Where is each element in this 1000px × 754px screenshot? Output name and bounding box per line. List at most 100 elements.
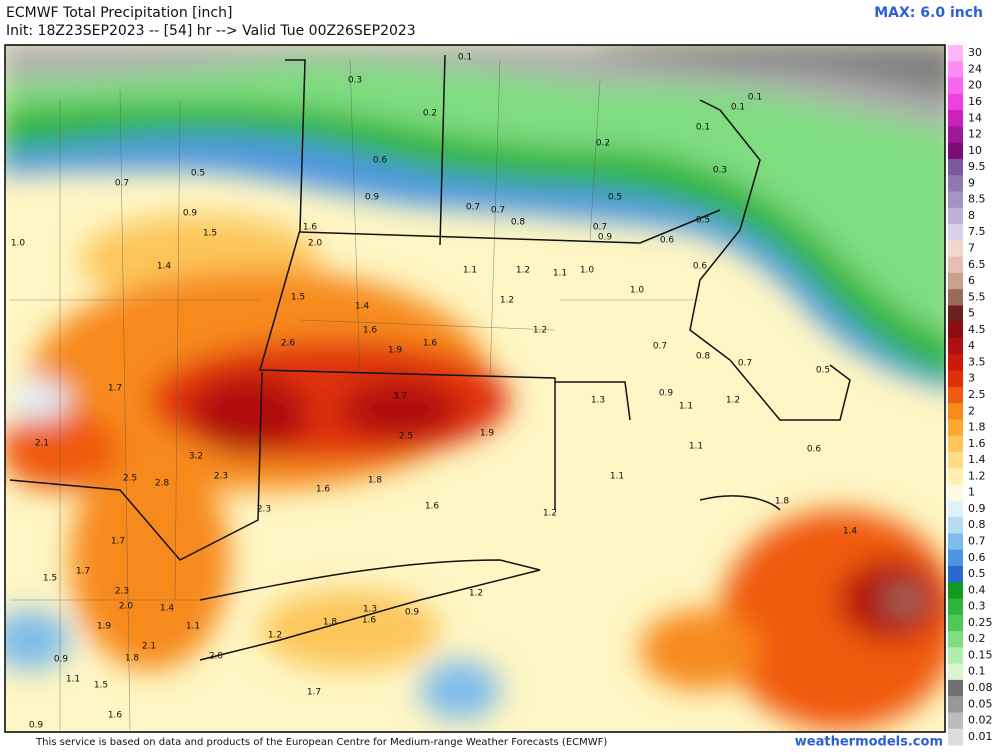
colorbar-label: 7.5 [968,225,986,238]
precip-label: 2.1 [35,439,49,449]
colorbar-label: 20 [968,79,982,92]
precip-label: 1.1 [186,622,200,632]
precip-label: 1.7 [307,688,321,698]
colorbar-swatch [948,207,963,225]
colorbar-swatch [948,110,963,127]
precip-label: 0.7 [593,223,607,233]
colorbar-label: 4 [968,339,975,352]
precip-label: 1.6 [362,616,377,626]
colorbar-label: 6.5 [968,258,986,271]
colorbar-label: 6 [968,274,975,287]
colorbar-swatch [948,712,963,730]
precip-label: 1.2 [268,631,282,641]
colorbar-label: 0.6 [968,551,986,564]
colorbar-swatch [948,631,963,648]
precip-label: 1.3 [363,605,377,615]
colorbar-label: 0.9 [968,502,986,515]
precip-label: 3.2 [189,452,203,462]
precip-label: 2.5 [123,474,137,484]
precip-label: 1.6 [423,339,438,349]
precip-label: 3.7 [393,392,407,402]
colorbar-label: 4.5 [968,323,986,336]
precip-label: 0.9 [405,608,420,618]
title: ECMWF Total Precipitation [inch] [6,5,232,21]
map-labels: 0.30.10.20.10.10.10.60.20.50.70.90.9 0.50… [11,53,858,731]
colorbar-label: 0.15 [968,648,993,661]
colorbar-label: 8 [968,209,975,222]
precip-label: 0.9 [54,655,69,665]
precip-label: 0.1 [731,103,745,113]
precip-label: 1.8 [775,497,790,507]
colorbar-label: 0.2 [968,632,986,645]
colorbar-swatch [948,435,963,453]
colorbar-label: 3.5 [968,355,986,368]
precip-label: 0.3 [713,166,727,176]
colorbar-swatch [948,533,963,551]
colorbar-swatch [948,517,963,534]
colorbar-swatch [948,272,963,290]
precip-label: 0.8 [696,352,711,362]
colorbar-label: 10 [968,144,982,157]
precip-label: 1.8 [323,618,338,628]
colorbar-swatch [948,403,963,420]
colorbar-label: 1.2 [968,469,986,482]
precip-label: 2.3 [115,587,129,597]
colorbar-swatch [948,240,963,258]
colorbar-swatch [948,468,963,486]
precip-label: 1.5 [291,293,305,303]
precip-label: 1.5 [203,229,217,239]
colorbar-swatch [948,679,963,697]
colorbar-label: 14 [968,111,982,124]
precip-label: 0.5 [191,169,205,179]
colorbar-swatch [948,663,963,681]
colorbar-label: 7 [968,241,975,254]
colorbar-swatch [948,338,963,355]
colorbar-label: 8.5 [968,193,986,206]
precip-label: 1.5 [94,681,108,691]
colorbar-label: 0.05 [968,697,993,710]
precip-label: 1.6 [363,326,378,336]
precip-label: 1.1 [553,269,567,279]
colorbar-label: 0.4 [968,583,986,596]
colorbar-label: 0.7 [968,535,986,548]
colorbar-label: 24 [968,62,982,75]
precip-label: 2.8 [155,479,170,489]
precip-field [5,45,945,730]
state-borders [9,54,851,661]
colorbar-swatch [948,484,963,502]
precip-label: 2.6 [281,339,296,349]
precip-label: 1.8 [125,654,140,664]
precip-label: 1.6 [303,223,318,233]
precip-label: 1.6 [108,711,123,721]
precip-label: 0.5 [608,193,622,203]
site-name: weathermodels.com [795,735,943,750]
precip-label: 1.1 [463,266,477,276]
precip-label: 1.9 [480,429,495,439]
colorbar-label: 1.6 [968,437,986,450]
precip-label: 0.5 [816,366,830,376]
colorbar-swatch [948,728,963,746]
precip-label: 1.4 [843,527,858,537]
precip-label: 1.6 [425,502,440,512]
colorbar-swatch [948,175,963,193]
precip-label: 0.9 [29,721,44,731]
colorbar-label: 5.5 [968,290,986,303]
colorbar-label: 0.01 [968,730,993,743]
precip-label: 1.1 [679,402,693,412]
precip-label: 1.8 [368,476,383,486]
precip-label: 0.2 [596,139,610,149]
max-label: MAX: 6.0 inch [874,5,983,21]
colorbar-swatch [948,289,963,306]
precip-label: 0.7 [115,179,129,189]
credit: This service is based on data and produc… [35,737,607,748]
precip-label: 0.6 [660,236,675,246]
precip-label: 2.1 [142,642,156,652]
colorbar-label: 0.3 [968,600,986,613]
colorbar-swatch [948,93,963,111]
precip-label: 1.4 [160,604,175,614]
colorbar-label: 0.1 [968,665,986,678]
colorbar-label: 2 [968,404,975,417]
precip-label: 0.9 [365,193,380,203]
